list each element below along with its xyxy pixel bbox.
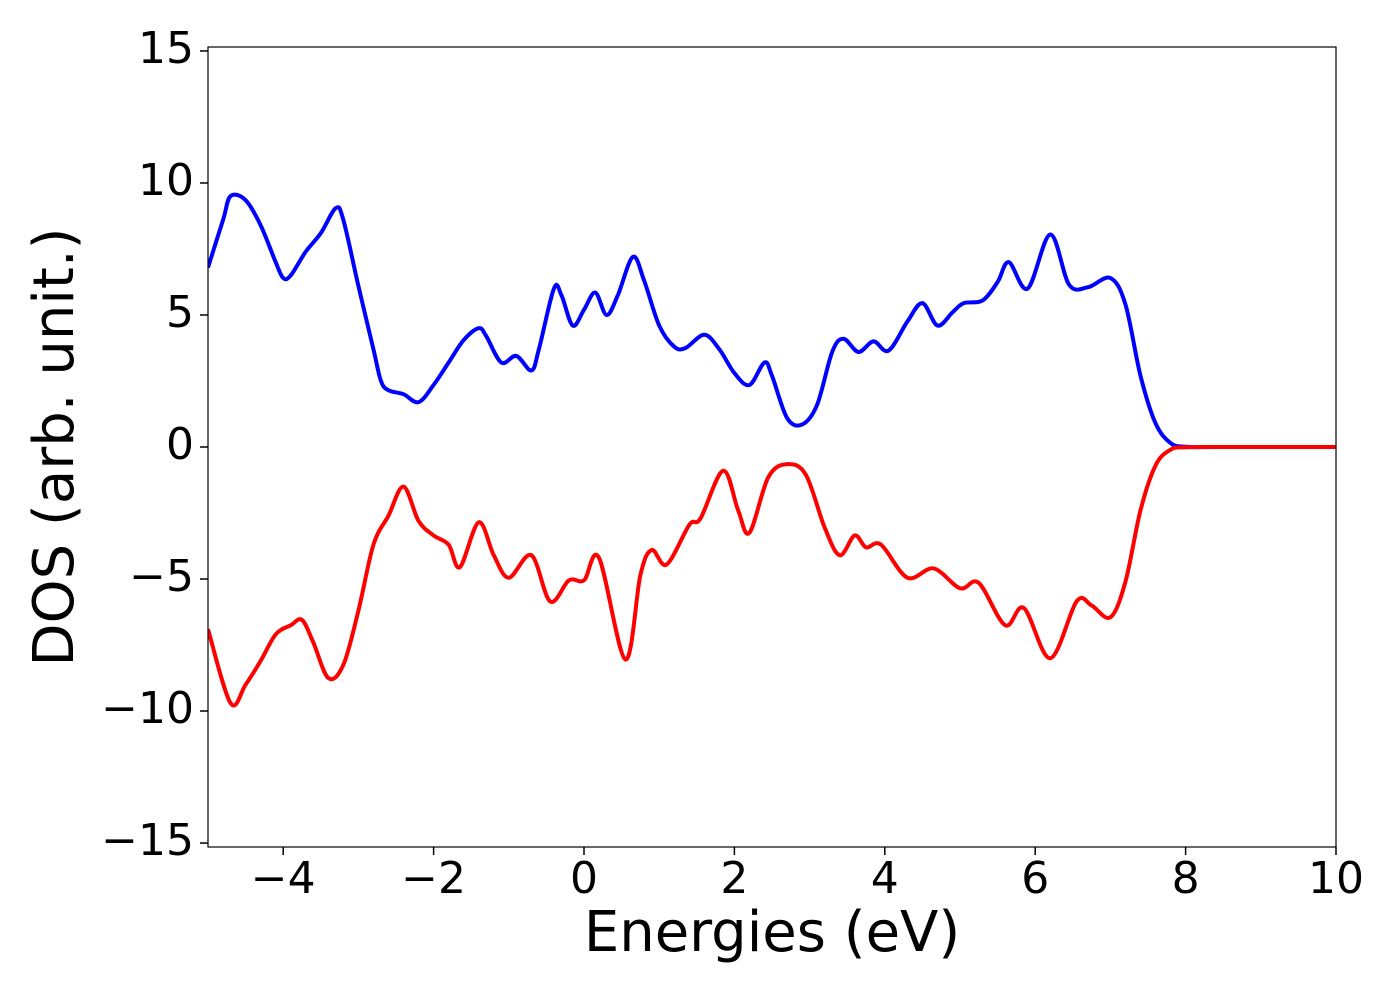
x-tick-label: 4	[871, 853, 899, 904]
y-tick-label: −15	[101, 815, 194, 866]
x-tick-label: 10	[1308, 853, 1364, 904]
y-tick-label: 10	[138, 155, 194, 206]
series-line	[208, 192, 1336, 450]
y-tick-label: 0	[166, 419, 194, 470]
plot-frame	[207, 46, 1337, 848]
x-tick-label: −4	[251, 853, 316, 904]
y-tick-label: 15	[138, 23, 194, 74]
x-tick-label: 6	[1021, 853, 1049, 904]
series-line	[208, 444, 1336, 708]
x-tick-label: 8	[1172, 853, 1200, 904]
y-tick-label: −10	[101, 683, 194, 734]
y-axis-label: DOS (arb. unit.)	[22, 227, 87, 666]
x-axis-label: Energies (eV)	[584, 900, 960, 965]
y-tick-label: 5	[166, 287, 194, 338]
x-tick-label: 2	[720, 853, 748, 904]
x-tick-label: 0	[570, 853, 598, 904]
y-tick-label: −5	[129, 551, 194, 602]
x-tick-label: −2	[401, 853, 466, 904]
